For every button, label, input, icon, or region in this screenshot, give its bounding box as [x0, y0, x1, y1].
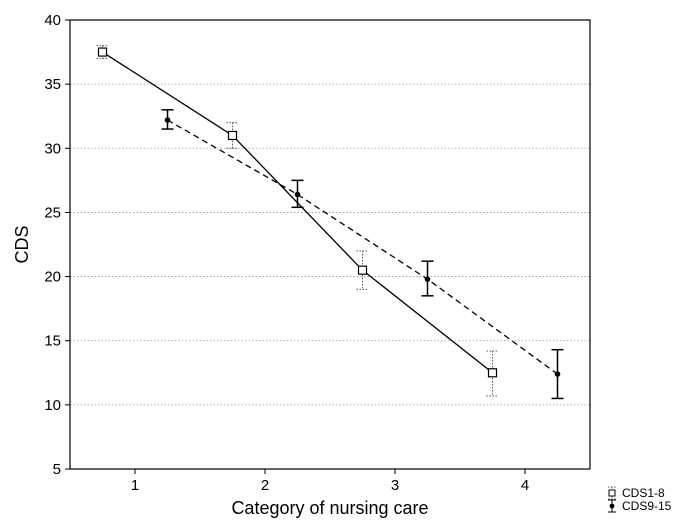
data-point [97, 47, 108, 57]
y-tick-label: 25 [44, 204, 61, 221]
x-tick-label: 1 [131, 477, 139, 494]
x-tick-label: 3 [391, 477, 399, 494]
grid-lines [70, 83, 590, 406]
y-tick-label: 10 [44, 397, 61, 414]
y-tick-label: 35 [44, 76, 61, 93]
series-group [96, 45, 564, 400]
y-axis-title: CDS [12, 225, 32, 263]
data-point [294, 191, 301, 198]
data-point [487, 368, 498, 378]
y-tick-label: 20 [44, 269, 61, 286]
plot-area-frame [69, 19, 591, 470]
data-point [357, 265, 368, 275]
series-1 [96, 45, 499, 397]
legend-item: CDS9-15 [608, 499, 672, 513]
y-tick-label: 40 [44, 12, 61, 29]
data-point [227, 130, 238, 141]
legend-label: CDS9-15 [622, 499, 672, 513]
legend-item: CDS1-8 [608, 486, 665, 500]
data-point [554, 371, 561, 377]
legend-marker [608, 489, 616, 497]
y-tick-label: 30 [44, 140, 61, 157]
x-tick-label: 4 [521, 477, 529, 494]
axis-ticks: 5 10 15 20 25 30 35 40 1 2 3 4 [44, 12, 529, 494]
x-axis-title: Category of nursing care [231, 498, 428, 518]
legend-marker [609, 503, 615, 509]
y-tick-label: 15 [44, 333, 61, 350]
y-tick-label: 5 [53, 461, 61, 478]
x-tick-label: 2 [261, 477, 269, 494]
legend-label: CDS1-8 [622, 486, 665, 500]
series-2 [161, 109, 564, 400]
data-point [424, 276, 431, 282]
series-line [167, 119, 558, 375]
data-point [164, 117, 171, 123]
